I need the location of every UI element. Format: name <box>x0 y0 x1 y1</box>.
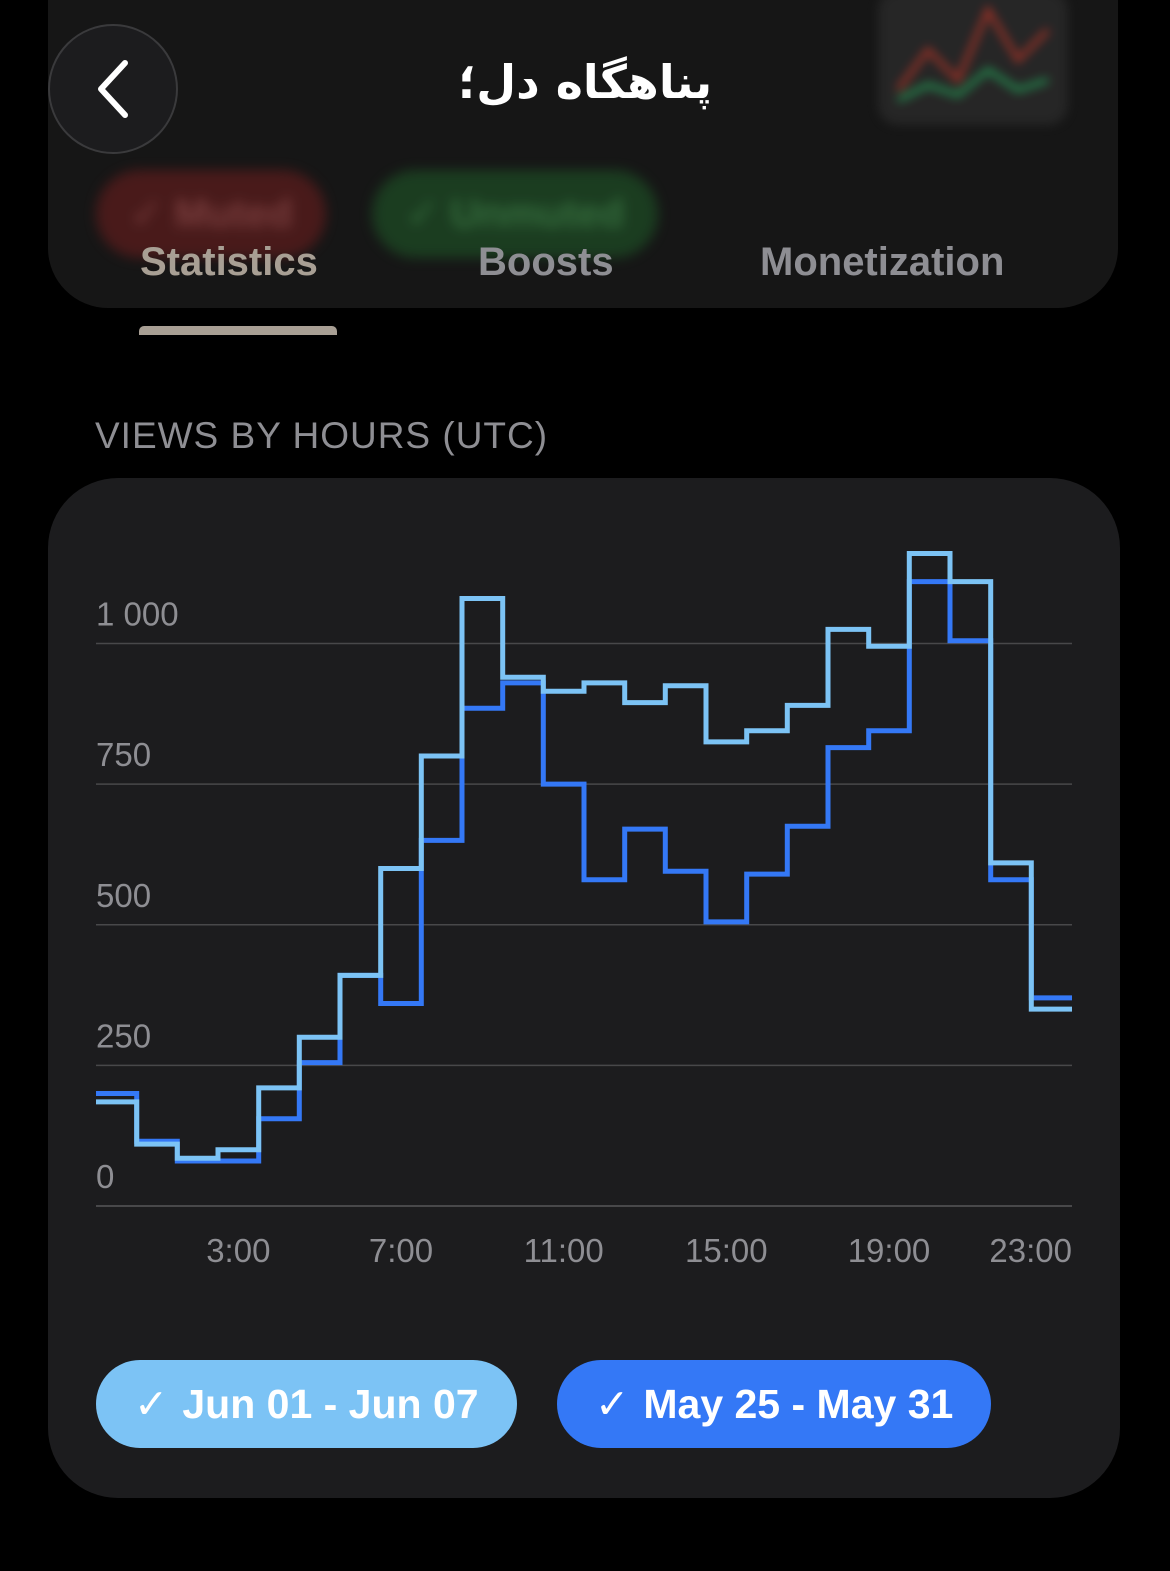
back-button[interactable] <box>48 24 178 154</box>
y-tick-label: 0 <box>96 1158 114 1195</box>
chevron-left-icon <box>98 60 128 118</box>
y-tick-label: 500 <box>96 877 151 914</box>
chart-card <box>48 478 1120 1498</box>
series-line-jun <box>96 551 1072 1161</box>
chart-thumbnail <box>878 0 1068 125</box>
series-line-may <box>96 579 1072 1164</box>
muted-chip: ✓ Muted <box>96 170 327 258</box>
section-title: VIEWS BY HOURS (UTC) <box>95 415 549 456</box>
check-icon: ✓ <box>595 1380 630 1428</box>
tab-statistics[interactable]: Statistics <box>140 240 318 284</box>
unmuted-chip: ✓ Unmuted <box>372 170 658 258</box>
x-tick-label: 7:00 <box>369 1232 433 1269</box>
x-tick-label: 15:00 <box>685 1232 768 1269</box>
tab-boosts[interactable]: Boosts <box>478 240 614 284</box>
y-tick-label: 1 000 <box>96 596 179 633</box>
x-tick-label: 23:00 <box>989 1232 1072 1269</box>
legend-label-may: May 25 - May 31 <box>643 1380 954 1427</box>
legend-toggle-may[interactable]: ✓ May 25 - May 31 <box>557 1360 992 1448</box>
legend-label-jun: Jun 01 - Jun 07 <box>182 1380 479 1427</box>
check-icon: ✓ <box>134 1380 169 1428</box>
y-tick-label: 250 <box>96 1017 151 1054</box>
tab-monetization[interactable]: Monetization <box>760 240 1005 284</box>
x-tick-label: 19:00 <box>848 1232 931 1269</box>
page-title: پناهگاه دل؛ <box>457 55 713 109</box>
x-tick-label: 3:00 <box>206 1232 270 1269</box>
x-tick-label: 11:00 <box>524 1232 604 1269</box>
legend-toggle-jun[interactable]: ✓ Jun 01 - Jun 07 <box>96 1360 517 1448</box>
y-tick-label: 750 <box>96 736 151 773</box>
active-tab-indicator <box>139 326 337 335</box>
